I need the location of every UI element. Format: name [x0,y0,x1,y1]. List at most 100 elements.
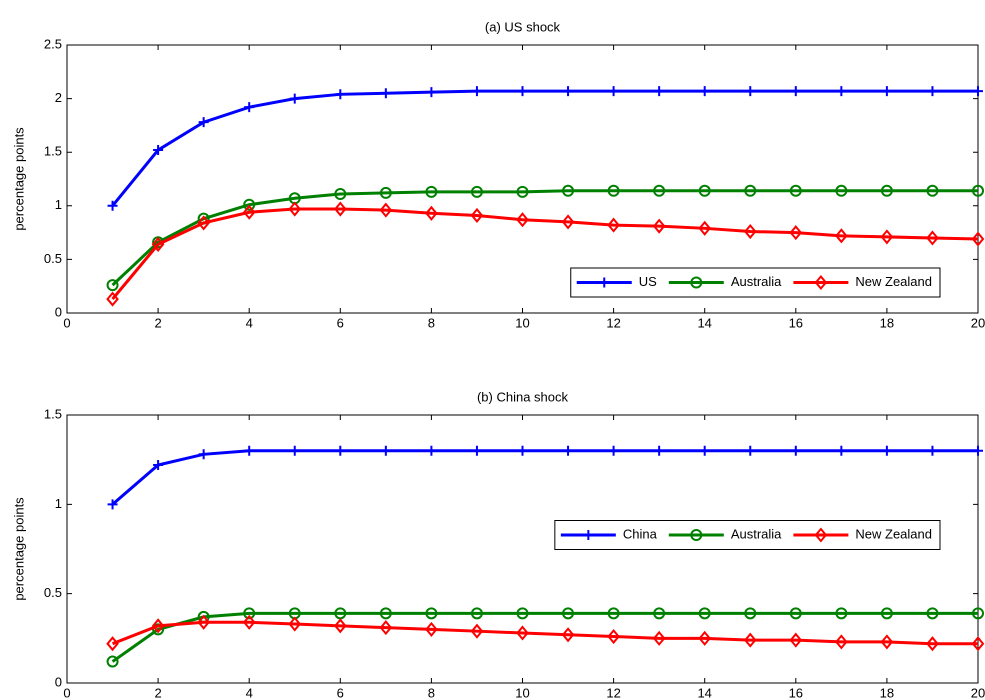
x-tick-label: 4 [246,315,253,330]
marker [608,445,619,456]
marker [972,607,984,620]
marker [881,445,892,456]
marker [333,618,347,634]
marker [333,201,347,217]
marker [561,627,575,643]
marker [470,607,483,620]
marker [880,229,894,245]
marker [880,184,893,197]
x-tick-label: 18 [880,315,894,330]
marker [926,607,939,620]
marker [289,445,300,456]
marker [789,184,802,197]
series-line [112,620,978,646]
marker [426,445,437,456]
y-tick-label: 0.5 [44,585,62,600]
x-tick-label: 20 [971,315,985,330]
x-tick-label: 2 [154,685,161,700]
marker [698,607,711,620]
x-tick-label: 10 [515,685,529,700]
marker [242,614,256,630]
marker [243,198,256,211]
marker [972,184,984,197]
marker [608,86,619,97]
marker [470,623,484,639]
marker [197,614,210,630]
marker [880,607,893,620]
marker [516,625,529,641]
marker [607,184,620,197]
marker [789,225,803,241]
x-tick-label: 0 [63,685,70,700]
y-axis-label: percentage points [11,127,26,231]
x-tick-label: 12 [606,315,620,330]
marker [653,607,666,620]
marker [380,88,391,99]
marker [425,621,438,637]
marker [881,86,892,97]
marker [789,607,802,620]
marker [517,86,528,97]
y-tick-label: 1.5 [44,406,62,421]
y-tick-label: 1.5 [44,144,62,159]
marker [745,86,756,97]
marker [471,86,482,97]
marker [244,102,255,113]
marker [699,86,710,97]
legend-marker [814,274,828,291]
marker [244,445,255,456]
marker [835,228,848,244]
series-line [111,89,978,207]
marker [562,184,575,197]
marker [426,87,437,98]
marker [836,445,847,456]
legend-label: US [639,274,657,289]
y-tick-label: 1 [55,197,62,212]
marker [425,607,438,620]
x-tick-label: 12 [606,685,620,700]
marker [198,449,209,460]
y-tick-label: 2.5 [44,36,62,51]
marker [197,215,210,231]
marker [743,223,757,240]
series-line [111,449,978,506]
marker [288,201,302,217]
marker [425,205,438,221]
marker [880,634,894,650]
marker [563,445,574,456]
marker [699,445,710,456]
marker [106,655,119,668]
marker [380,445,391,456]
marker [153,460,164,471]
marker [151,618,165,634]
marker [652,630,666,646]
marker [198,117,209,128]
marker [107,200,118,211]
marker [561,214,575,230]
marker [562,607,575,620]
marker [698,220,712,236]
marker [971,231,985,247]
marker [743,632,757,648]
y-axis-label: percentage points [11,497,26,601]
marker [698,184,711,197]
y-tick-label: 0.5 [44,251,62,266]
legend-label: New Zealand [855,274,932,289]
y-tick-label: 0 [55,674,62,689]
marker [242,204,256,220]
marker [516,607,529,620]
chart-title: (a) US shock [485,19,561,34]
series-line [111,611,978,663]
marker [654,445,665,456]
marker [289,93,300,104]
legend-label: Australia [731,274,782,289]
marker [835,634,848,650]
marker [151,236,165,252]
marker [973,445,983,456]
legend-marker [583,530,594,540]
x-tick-label: 16 [789,685,803,700]
x-tick-label: 6 [337,685,344,700]
legend-marker [690,529,703,541]
legend-box [554,520,941,550]
